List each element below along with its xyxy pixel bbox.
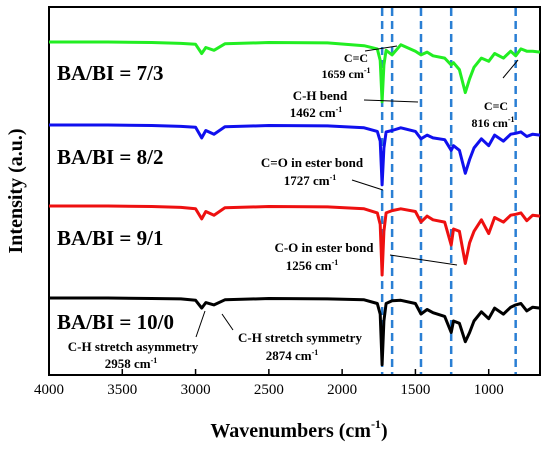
annotation-ch2874-value: 2874 cm-1 — [266, 348, 319, 363]
pointer-ch2874 — [221, 313, 234, 331]
annotation-ch2874-name: C-H stretch symmetry — [238, 330, 362, 345]
x-tick-label-3500: 3500 — [107, 382, 137, 398]
series-label-9-1: BA/BI = 9/1 — [57, 226, 164, 250]
pointer-co1256 — [389, 254, 458, 266]
annotation-co1256-sup: -1 — [332, 258, 339, 267]
x-tick-label-4000: 4000 — [34, 382, 64, 398]
annotation-co1727-value: 1727 cm-1 — [284, 173, 337, 188]
annotation-co1256-value: 1256 cm-1 — [286, 258, 339, 273]
x-tick-label-2500: 2500 — [254, 382, 284, 398]
annotation-co1727-sup: -1 — [330, 173, 337, 182]
annotation-ch1462-name: C-H bend — [293, 88, 348, 103]
series-label-8-2: BA/BI = 8/2 — [57, 145, 164, 169]
pointer-ch2958 — [195, 310, 206, 338]
annotation-ch2958-value: 2958 cm-1 — [105, 356, 158, 371]
annotation-co1256-wavenumber: 1256 cm — [286, 258, 332, 273]
x-tick-label-1500: 1500 — [400, 382, 430, 398]
annotation-ch1462-value: 1462 cm-1 — [290, 105, 343, 120]
series-lines — [49, 40, 541, 367]
annotation-cc1659-wavenumber: 1659 cm — [322, 67, 364, 81]
pointer-co1727 — [351, 179, 384, 191]
spectrum-10-0 — [49, 296, 541, 367]
x-axis-title: Wavenumbers (cm-1) — [210, 417, 387, 442]
annotation-cc816-sup: -1 — [508, 115, 515, 124]
spectrum-7-3 — [49, 40, 541, 104]
x-axis-title-sup: -1 — [371, 417, 381, 431]
pointer-cc1659 — [364, 45, 398, 52]
annotation-cc816-value: 816 cm-1 — [472, 115, 515, 130]
plot-frame — [48, 6, 541, 376]
annotation-ch2958-wavenumber: 2958 cm — [105, 356, 151, 371]
pointer-ch1462 — [363, 99, 419, 103]
annotation-cc816-name: C=C — [484, 99, 508, 113]
annotation-ch2958-name: C-H stretch asymmetry — [68, 339, 199, 354]
annotation-pointers — [195, 45, 519, 338]
spectrum-9-1 — [49, 204, 541, 277]
annotation-co1727-name: C=O in ester bond — [261, 155, 364, 170]
x-axis-ticks — [48, 369, 490, 375]
annotation-ch1462-wavenumber: 1462 cm — [290, 105, 336, 120]
series-label-7-3: BA/BI = 7/3 — [57, 61, 164, 85]
annotation-co1727-wavenumber: 1727 cm — [284, 173, 330, 188]
x-axis-tick-labels: 4000 3500 3000 2500 2000 1500 1000 — [34, 382, 504, 398]
spectrum-8-2 — [49, 123, 541, 187]
x-tick-label-2000: 2000 — [327, 382, 357, 398]
x-axis-title-main: Wavenumbers (cm — [210, 420, 371, 442]
annotation-cc1659-sup: -1 — [364, 66, 371, 75]
annotation-cc816-wavenumber: 816 cm — [472, 116, 508, 130]
annotation-ch1462-sup: -1 — [336, 105, 343, 114]
x-axis-title-end: ) — [381, 420, 388, 442]
annotation-cc1659-name: C=C — [344, 51, 368, 65]
pointer-cc816 — [502, 59, 519, 79]
series-label-10-0: BA/BI = 10/0 — [57, 310, 174, 334]
annotation-ch2874-sup: -1 — [312, 348, 319, 357]
x-tick-label-1000: 1000 — [474, 382, 504, 398]
y-axis-title: Intensity (a.u.) — [5, 128, 27, 253]
annotation-ch2874-wavenumber: 2874 cm — [266, 348, 312, 363]
annotation-cc1659-value: 1659 cm-1 — [322, 66, 371, 81]
annotation-co1256-name: C-O in ester bond — [274, 240, 374, 255]
x-tick-label-3000: 3000 — [181, 382, 211, 398]
annotation-ch2958-sup: -1 — [151, 356, 158, 365]
